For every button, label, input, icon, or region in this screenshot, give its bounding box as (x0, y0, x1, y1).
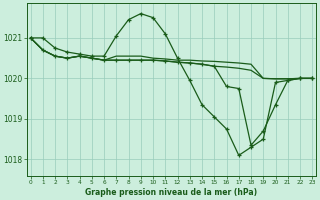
X-axis label: Graphe pression niveau de la mer (hPa): Graphe pression niveau de la mer (hPa) (85, 188, 258, 197)
